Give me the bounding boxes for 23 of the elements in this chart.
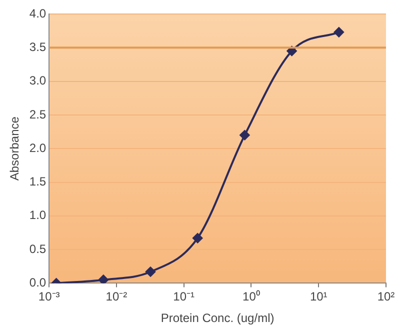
point [240, 130, 250, 140]
point [98, 274, 108, 284]
y-tick-label: 1.5 [29, 174, 46, 189]
x-tick-label: 10² [377, 290, 395, 304]
y-tick-label: 3.0 [29, 74, 46, 88]
y-axis-title: Absorbance [8, 116, 22, 181]
x-axis-title: Protein Conc. (ug/ml) [160, 311, 274, 326]
point [334, 27, 344, 38]
x-tick-label: 10⁻² [106, 290, 128, 304]
point [146, 266, 156, 277]
x-tick-label: 10⁻³ [38, 290, 60, 304]
y-tick-label: 3.5 [29, 40, 46, 54]
point [192, 233, 203, 244]
x-tick-label: 10⁻¹ [173, 290, 195, 304]
y-tick-label: 2.5 [29, 107, 46, 122]
x-tick-label: 10⁰ [242, 290, 260, 304]
y-tick-label: 4.0 [29, 6, 46, 20]
y-tick-label: 0.5 [29, 242, 46, 256]
x-tick-label: 10¹ [310, 290, 328, 304]
point [286, 46, 297, 56]
y-tick-label: 2.0 [29, 140, 46, 155]
y-tick-label: 1.0 [29, 208, 46, 222]
y-tick-label: 0.0 [29, 276, 46, 290]
